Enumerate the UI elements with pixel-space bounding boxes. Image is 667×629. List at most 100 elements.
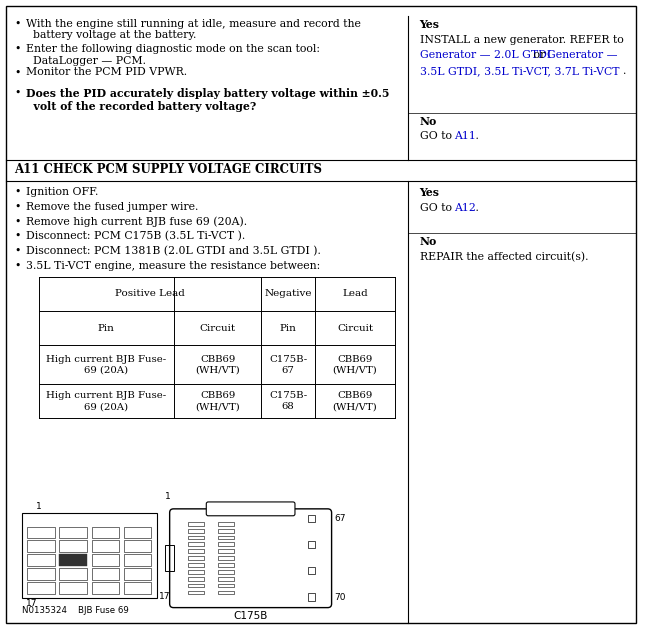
Bar [308,541,315,548]
Text: CBB69
(WH/VT): CBB69 (WH/VT) [333,391,378,411]
Text: .: . [624,66,627,76]
Bar [187,549,204,553]
Text: With the engine still running at idle, measure and record the
  battery voltage : With the engine still running at idle, m… [26,19,361,40]
Text: •: • [14,202,21,212]
Text: •: • [14,88,21,98]
Bar [187,570,204,574]
Text: Negative: Negative [265,289,312,298]
Text: Does the PID accurately display battery voltage within ±0.5
  volt of the record: Does the PID accurately display battery … [26,88,390,112]
Text: 17: 17 [26,599,37,608]
Text: No: No [420,116,437,126]
Bar [187,542,204,546]
Text: Circuit: Circuit [199,324,236,333]
Bar [308,515,315,522]
Text: No: No [420,236,437,247]
Text: 17: 17 [159,592,170,601]
Text: 70: 70 [334,593,346,602]
Bar [27,554,55,566]
FancyBboxPatch shape [206,502,295,516]
Text: Generator —: Generator — [547,50,618,60]
Text: •: • [14,19,21,29]
Text: •: • [14,216,21,226]
Text: N0135324    BJB Fuse 69: N0135324 BJB Fuse 69 [23,606,129,615]
Bar [218,529,234,533]
Bar [308,567,315,574]
Text: Disconnect: PCM 1381B (2.0L GTDI and 3.5L GTDI ).: Disconnect: PCM 1381B (2.0L GTDI and 3.5… [26,246,321,256]
Text: 1: 1 [35,502,41,511]
Bar [91,568,119,580]
Text: CBB69
(WH/VT): CBB69 (WH/VT) [333,355,378,375]
Text: Circuit: Circuit [337,324,373,333]
Bar [59,540,87,552]
Bar [218,577,234,581]
Bar [218,549,234,553]
Bar [218,584,234,587]
Text: •: • [14,67,21,77]
Bar [27,526,55,538]
Text: Positive Lead: Positive Lead [115,289,185,298]
FancyBboxPatch shape [169,509,331,608]
Text: Yes: Yes [420,187,440,198]
Text: CBB69
(WH/VT): CBB69 (WH/VT) [195,391,240,411]
Bar [218,591,234,594]
Text: Generator — 2.0L GTDI: Generator — 2.0L GTDI [420,50,551,60]
Text: 67: 67 [334,515,346,523]
Text: Pin: Pin [279,324,297,333]
Text: •: • [14,261,21,271]
Bar [165,545,173,571]
Bar [123,582,151,594]
Bar [59,554,87,566]
Text: C175B: C175B [233,611,268,621]
Text: 3.5L Ti-VCT engine, measure the resistance between:: 3.5L Ti-VCT engine, measure the resistan… [26,261,320,271]
Text: C175B-
67: C175B- 67 [269,355,307,375]
Text: INSTALL a new generator. REFER to: INSTALL a new generator. REFER to [420,35,624,45]
Text: •: • [14,231,21,241]
Bar [123,554,151,566]
Bar [308,593,315,601]
Text: Remove the fused jumper wire.: Remove the fused jumper wire. [26,202,198,212]
Text: Lead: Lead [342,289,368,298]
Bar [59,582,87,594]
Text: CBB69
(WH/VT): CBB69 (WH/VT) [195,355,240,375]
Text: Pin: Pin [98,324,115,333]
Text: High current BJB Fuse-
69 (20A): High current BJB Fuse- 69 (20A) [46,391,166,411]
Text: or: or [530,50,549,60]
Bar [59,526,87,538]
Text: Ignition OFF.: Ignition OFF. [26,187,98,197]
Text: •: • [14,187,21,197]
Bar [91,554,119,566]
Bar [218,556,234,560]
Bar [187,536,204,540]
Bar [123,568,151,580]
Text: Monitor the PCM PID VPWR.: Monitor the PCM PID VPWR. [26,67,187,77]
Bar [218,542,234,546]
Text: High current BJB Fuse-
69 (20A): High current BJB Fuse- 69 (20A) [46,355,166,375]
Bar [218,570,234,574]
Bar [218,522,234,526]
Text: .: . [472,203,479,213]
Bar [123,540,151,552]
Text: GO to: GO to [420,131,455,142]
Text: Enter the following diagnostic mode on the scan tool:
  DataLogger — PCM.: Enter the following diagnostic mode on t… [26,44,319,65]
Text: A12: A12 [454,203,476,213]
Text: REPAIR the affected circuit(s).: REPAIR the affected circuit(s). [420,252,588,262]
Text: •: • [14,44,21,54]
Text: .: . [472,131,479,142]
Bar [187,584,204,587]
Text: A11: A11 [454,131,476,142]
Bar [91,582,119,594]
Text: Remove high current BJB fuse 69 (20A).: Remove high current BJB fuse 69 (20A). [26,216,247,227]
Bar [59,568,87,580]
Bar [27,582,55,594]
Text: 1: 1 [165,492,170,501]
Text: A11 CHECK PCM SUPPLY VOLTAGE CIRCUITS: A11 CHECK PCM SUPPLY VOLTAGE CIRCUITS [14,163,322,176]
Bar [27,540,55,552]
Text: 3.5L GTDI, 3.5L Ti-VCT, 3.7L Ti-VCT: 3.5L GTDI, 3.5L Ti-VCT, 3.7L Ti-VCT [420,66,619,76]
Bar [187,529,204,533]
Bar [23,513,157,598]
Bar [91,540,119,552]
Bar [91,526,119,538]
Bar [218,536,234,540]
Text: C175B-
68: C175B- 68 [269,391,307,411]
Text: Disconnect: PCM C175B (3.5L Ti-VCT ).: Disconnect: PCM C175B (3.5L Ti-VCT ). [26,231,245,241]
